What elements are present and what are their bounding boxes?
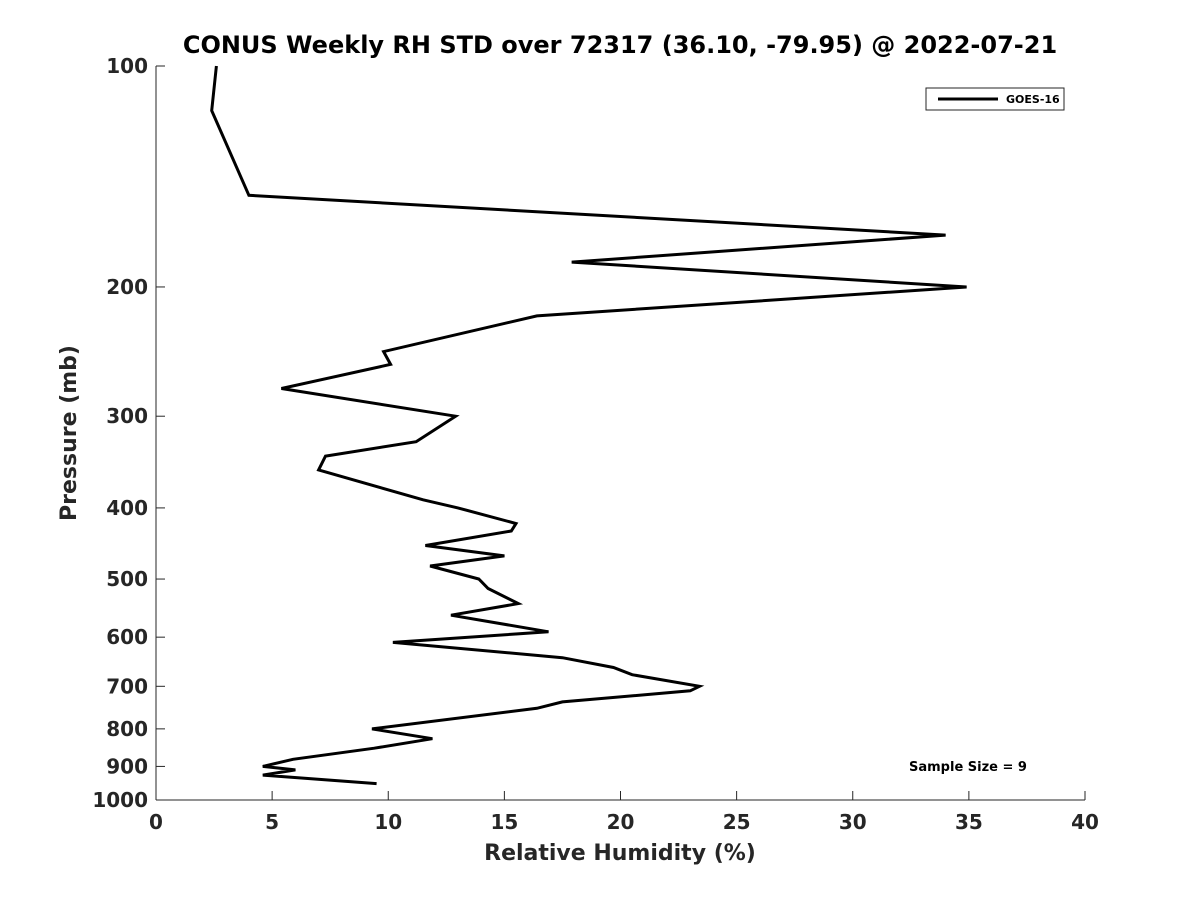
y-tick-label: 100 (106, 54, 148, 78)
legend: GOES-16 (925, 87, 1065, 111)
x-tick-label: 40 (1071, 810, 1099, 834)
y-axis-ticks: 100 200 300 400 500 600 700 800 900 1000 (92, 54, 165, 812)
x-tick-label: 25 (723, 810, 751, 834)
y-axis-title: Pressure (mb) (57, 345, 82, 521)
series-line-goes-16 (210, 65, 967, 786)
y-tick-label: 1000 (92, 788, 148, 812)
x-tick-label: 0 (149, 810, 163, 834)
y-tick-label: 500 (106, 567, 148, 591)
y-tick-label: 300 (106, 404, 148, 428)
x-tick-label: 35 (955, 810, 983, 834)
sample-size-annotation: Sample Size = 9 (909, 760, 1027, 775)
x-tick-label: 15 (490, 810, 518, 834)
x-tick-label: 5 (265, 810, 279, 834)
x-axis-title: Relative Humidity (%) (484, 841, 756, 866)
x-axis-ticks: 0 5 10 15 20 25 30 35 40 (149, 791, 1099, 834)
x-tick-label: 20 (607, 810, 635, 834)
y-tick-label: 200 (106, 275, 148, 299)
x-tick-label: 30 (839, 810, 867, 834)
y-tick-label: 400 (106, 496, 148, 520)
y-tick-label: 800 (106, 717, 148, 741)
legend-label: GOES-16 (1006, 93, 1060, 106)
y-tick-label: 700 (106, 674, 148, 698)
y-tick-label: 900 (106, 754, 148, 778)
x-tick-label: 10 (374, 810, 402, 834)
y-tick-label: 600 (106, 625, 148, 649)
chart-title: CONUS Weekly RH STD over 72317 (36.10, -… (183, 31, 1057, 59)
